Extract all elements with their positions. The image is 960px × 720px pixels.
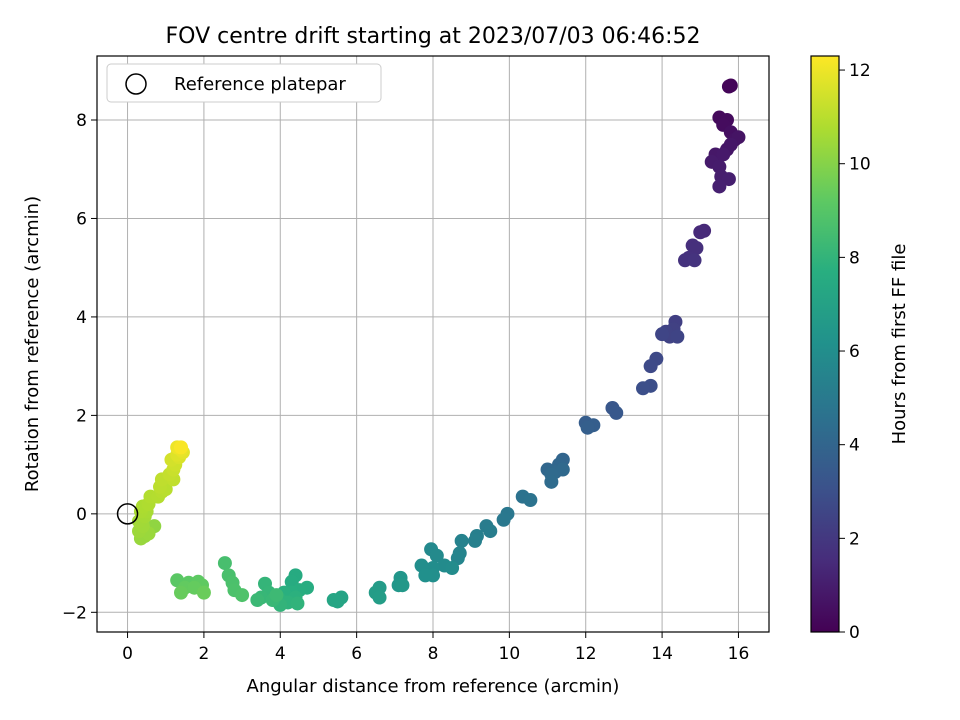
data-point — [643, 359, 658, 374]
x-tick-label: 8 — [428, 644, 439, 664]
data-point — [445, 561, 460, 575]
data-point — [555, 462, 570, 477]
data-point — [269, 588, 284, 603]
x-tick-label: 10 — [499, 644, 521, 664]
x-tick-label: 14 — [651, 644, 673, 664]
y-tick-label: 8 — [76, 111, 87, 131]
data-point — [418, 568, 433, 583]
data-point — [655, 327, 670, 342]
data-point — [174, 585, 188, 600]
x-tick-label: 4 — [275, 644, 286, 664]
y-tick-label: 4 — [76, 308, 87, 328]
colorbar-tick-label: 2 — [849, 529, 860, 549]
colorbar-tick-label: 12 — [849, 61, 871, 81]
colorbar-ticks: 0 2 4 6 8 10 12 — [839, 61, 871, 643]
data-point — [721, 172, 736, 187]
data-point — [689, 241, 704, 255]
legend-label: Reference platepar — [174, 74, 346, 95]
colorbar-tick-label: 10 — [849, 155, 871, 175]
data-point — [496, 512, 511, 527]
y-tick-label: 2 — [76, 406, 87, 426]
legend-marker-icon — [125, 73, 147, 95]
data-point — [429, 548, 444, 563]
data-point — [721, 79, 736, 94]
x-tick-label: 2 — [198, 644, 209, 664]
data-point — [687, 253, 702, 268]
data-points — [132, 78, 746, 612]
chart-title: FOV centre drift starting at 2023/07/03 … — [166, 24, 701, 49]
data-point — [483, 524, 498, 539]
data-point — [693, 225, 708, 240]
x-axis-ticks: 0 2 4 6 8 10 12 14 16 — [122, 632, 749, 664]
y-axis-label: Rotation from reference (arcmin) — [22, 196, 43, 492]
legend-box — [106, 63, 382, 103]
data-point — [723, 137, 738, 152]
colorbar-label: Hours from first FF file — [889, 244, 910, 445]
x-tick-label: 0 — [122, 644, 133, 664]
x-axis-label: Angular distance from reference (arcmin) — [247, 676, 620, 697]
colorbar-tick-label: 0 — [849, 623, 860, 643]
data-point — [544, 474, 559, 489]
x-tick-label: 12 — [575, 644, 597, 664]
data-point — [250, 593, 265, 607]
legend: Reference platepar — [106, 63, 382, 103]
data-point — [468, 533, 482, 548]
colorbar-tick-label: 8 — [849, 248, 860, 268]
data-point — [523, 493, 538, 508]
x-tick-label: 6 — [351, 644, 362, 664]
data-point — [196, 585, 211, 600]
data-point — [712, 179, 727, 194]
data-point — [372, 590, 387, 605]
y-axis-ticks: −2 0 2 4 6 8 — [62, 111, 97, 623]
colorbar-frame — [810, 55, 840, 633]
data-point — [454, 533, 469, 548]
y-tick-label: −2 — [62, 603, 87, 623]
data-point — [716, 147, 731, 162]
data-point — [217, 556, 232, 571]
y-tick-label: 0 — [76, 505, 87, 525]
data-point — [636, 381, 650, 396]
data-point — [326, 593, 341, 607]
grid — [97, 56, 769, 632]
data-point — [235, 588, 250, 603]
data-point — [670, 329, 685, 344]
reference-platepar-marker — [116, 503, 139, 525]
x-tick-label: 16 — [728, 644, 750, 664]
y-tick-label: 6 — [76, 209, 87, 229]
data-point — [580, 420, 595, 435]
colorbar-gradient — [811, 56, 839, 632]
data-point — [395, 578, 410, 593]
colorbar-tick-label: 4 — [849, 436, 860, 456]
data-point — [290, 596, 305, 611]
colorbar-tick-label: 6 — [849, 342, 860, 362]
data-point — [174, 440, 188, 455]
colorbar: 0 2 4 6 8 10 12 Hours from first FF file — [810, 55, 910, 643]
data-point — [609, 405, 624, 420]
